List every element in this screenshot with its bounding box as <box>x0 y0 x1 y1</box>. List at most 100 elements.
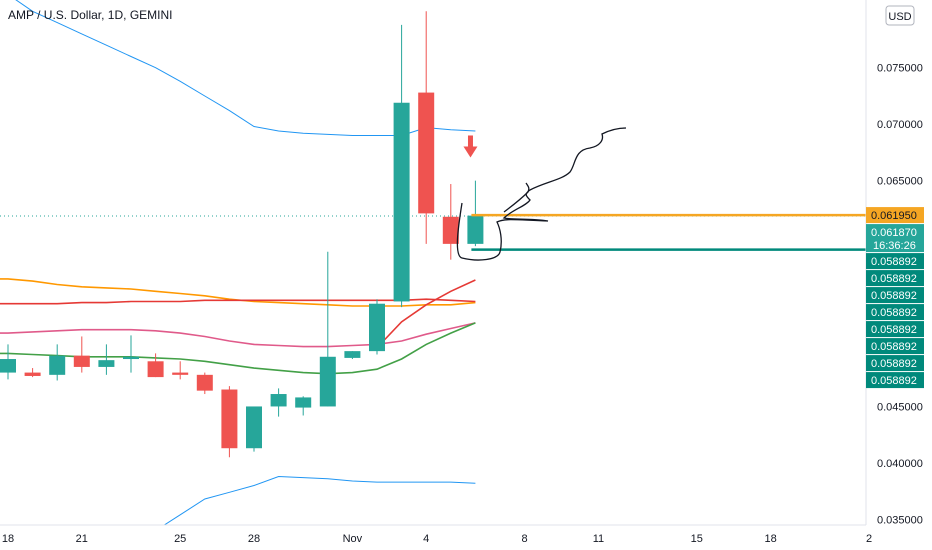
x-tick-label: Nov <box>343 533 363 545</box>
candle-body <box>393 102 410 302</box>
price-tag-bg <box>866 355 924 372</box>
down-arrow-head <box>463 146 478 158</box>
x-tick-label: 8 <box>522 533 528 545</box>
indicator-ma_green <box>0 322 476 375</box>
y-tick-label: 0.045000 <box>877 401 923 413</box>
candle[interactable] <box>147 353 164 378</box>
candle-body <box>123 356 139 360</box>
candle-body <box>221 389 238 449</box>
candle[interactable] <box>270 388 287 417</box>
candle-body <box>418 92 435 214</box>
freehand-projection-stroke[interactable] <box>503 182 530 213</box>
y-tick-label: 0.070000 <box>877 119 923 131</box>
y-tick-labels: 0.075000 0.070000 0.065000 0.045000 0.040000… <box>877 63 923 527</box>
currency-label: USD <box>888 11 911 23</box>
candle-body <box>246 406 262 449</box>
y-tick-label: 0.065000 <box>877 176 923 188</box>
indicator-ma_fast_red <box>376 279 476 349</box>
plot-area[interactable] <box>0 0 866 533</box>
candle[interactable] <box>123 335 139 373</box>
chart-title: AMP / U.S. Dollar, 1D, GEMINI <box>8 8 172 22</box>
candle-body <box>344 351 361 358</box>
candle[interactable] <box>467 180 484 247</box>
candle-body <box>442 216 459 244</box>
y-tick-label: 0.035000 <box>877 514 923 526</box>
candle-body <box>0 359 16 373</box>
price-tag-bg <box>866 372 924 389</box>
down-arrow-shaft <box>467 135 473 148</box>
x-tick-label: 4 <box>423 533 429 545</box>
candle-body <box>319 356 336 407</box>
currency-button-frame[interactable] <box>885 5 915 26</box>
candle[interactable] <box>172 361 189 380</box>
currency-button[interactable]: USD <box>885 5 915 26</box>
candle[interactable] <box>49 344 66 381</box>
support-price-tag: 0.058892 <box>866 287 924 304</box>
x-tick-labels: 18 21 25 28 Nov 4 8 11 15 18 2 <box>2 533 872 545</box>
x-tick-label: 18 <box>764 533 776 545</box>
price-tag-value: 0.058892 <box>871 273 917 285</box>
y-tick-label: 0.075000 <box>877 63 923 75</box>
candle[interactable] <box>369 299 385 355</box>
support-price-tag: 0.058892 <box>866 372 924 389</box>
down-arrow-icon[interactable] <box>463 135 478 158</box>
candle[interactable] <box>221 386 238 458</box>
candle-body <box>73 355 90 367</box>
x-tick-label: 25 <box>174 533 186 545</box>
x-tick-label: 28 <box>248 533 260 545</box>
candle[interactable] <box>319 251 336 407</box>
x-tick-label: 2 <box>866 533 872 545</box>
candle[interactable] <box>98 344 115 375</box>
candle[interactable] <box>73 336 90 373</box>
time-axis[interactable]: 18 21 25 28 Nov 4 8 11 15 18 2 <box>0 524 872 545</box>
x-tick-label: 15 <box>691 533 703 545</box>
candle-body <box>295 397 312 408</box>
candle[interactable] <box>24 368 41 378</box>
candle[interactable] <box>295 396 312 416</box>
support-price-tag: 0.058892 <box>866 338 924 355</box>
user-drawings[interactable] <box>456 127 866 261</box>
price-tag-bg <box>866 321 924 338</box>
price-axis[interactable]: 0.075000 0.070000 0.065000 0.045000 0.040000… <box>865 0 923 527</box>
freehand-projection-path[interactable] <box>456 127 627 261</box>
indicator-bb_upper <box>15 0 476 136</box>
indicator-ma_red <box>0 298 476 305</box>
price-tag-value: 0.061950 <box>871 210 917 222</box>
candle[interactable] <box>442 184 459 260</box>
candle-body <box>49 355 66 375</box>
candle-body <box>147 361 164 378</box>
price-tag-bg <box>866 304 924 321</box>
candle-body <box>196 374 213 391</box>
x-tick-label: 11 <box>593 533 604 545</box>
candle[interactable] <box>0 344 16 380</box>
price-tag-value: 0.058892 <box>871 307 917 319</box>
price-tag-bg <box>866 207 924 224</box>
candle-body <box>369 303 385 352</box>
price-tag-bg <box>866 338 924 355</box>
countdown-label: 16:36:26 <box>873 240 916 252</box>
candle[interactable] <box>418 11 435 244</box>
support-price-tag: 0.058892 <box>866 304 924 321</box>
price-tag-bg <box>866 270 924 287</box>
price-tag-bg <box>866 253 924 270</box>
candle[interactable] <box>344 351 361 360</box>
candle[interactable] <box>393 24 410 308</box>
price-tag-value: 0.058892 <box>871 324 917 336</box>
candle[interactable] <box>246 406 262 452</box>
indicator-ma_orange <box>0 278 476 307</box>
support-price-tag: 0.058892 <box>866 321 924 338</box>
resistance-price-tag: 0.061950 <box>866 207 924 224</box>
support-price-tag: 0.058892 <box>866 253 924 270</box>
price-tag-value: 0.058892 <box>871 256 917 268</box>
x-tick-label: 21 <box>76 533 88 545</box>
candle[interactable] <box>196 372 213 395</box>
y-tick-label: 0.040000 <box>877 458 923 470</box>
price-tag-value: 0.058892 <box>871 290 917 302</box>
candle-body <box>172 372 189 375</box>
support-price-tag: 0.058892 <box>866 270 924 287</box>
indicator-ma_pink <box>0 322 476 348</box>
price-tag-value: 0.058892 <box>871 341 917 353</box>
